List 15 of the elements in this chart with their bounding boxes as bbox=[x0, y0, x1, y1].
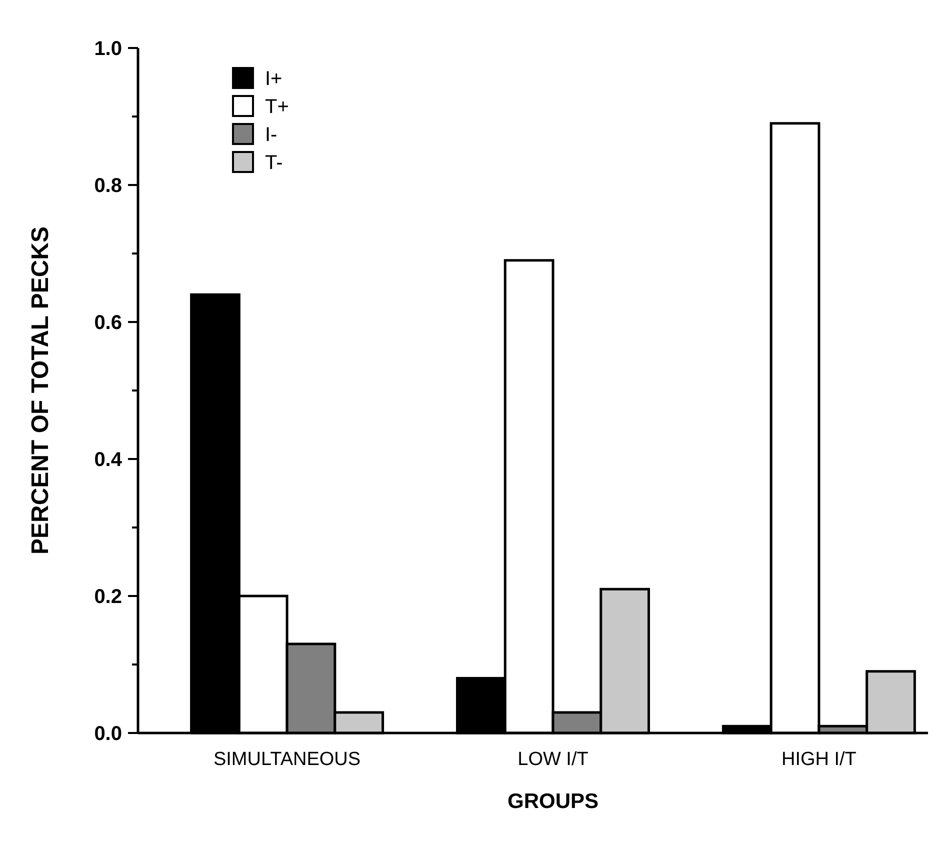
x-tick-label: SIMULTANEOUS bbox=[213, 749, 361, 770]
x-tick-label: HIGH I/T bbox=[781, 749, 857, 770]
x-tick-label: LOW I/T bbox=[518, 749, 589, 770]
y-tick-label: 1.0 bbox=[94, 38, 122, 60]
x-axis-title: GROUPS bbox=[507, 790, 599, 813]
legend-label: I+ bbox=[265, 68, 282, 90]
y-tick-label: 0.2 bbox=[94, 586, 122, 608]
y-tick-label: 0.8 bbox=[94, 175, 122, 197]
legend-label: T+ bbox=[265, 96, 289, 118]
legend-label: T- bbox=[265, 152, 283, 174]
y-tick-label: 0.0 bbox=[94, 723, 122, 745]
y-axis-title: PERCENT OF TOTAL PECKS bbox=[27, 226, 54, 555]
y-tick-label: 0.4 bbox=[94, 449, 123, 471]
y-tick-label: 0.6 bbox=[94, 312, 122, 334]
legend-label: I- bbox=[265, 124, 278, 146]
